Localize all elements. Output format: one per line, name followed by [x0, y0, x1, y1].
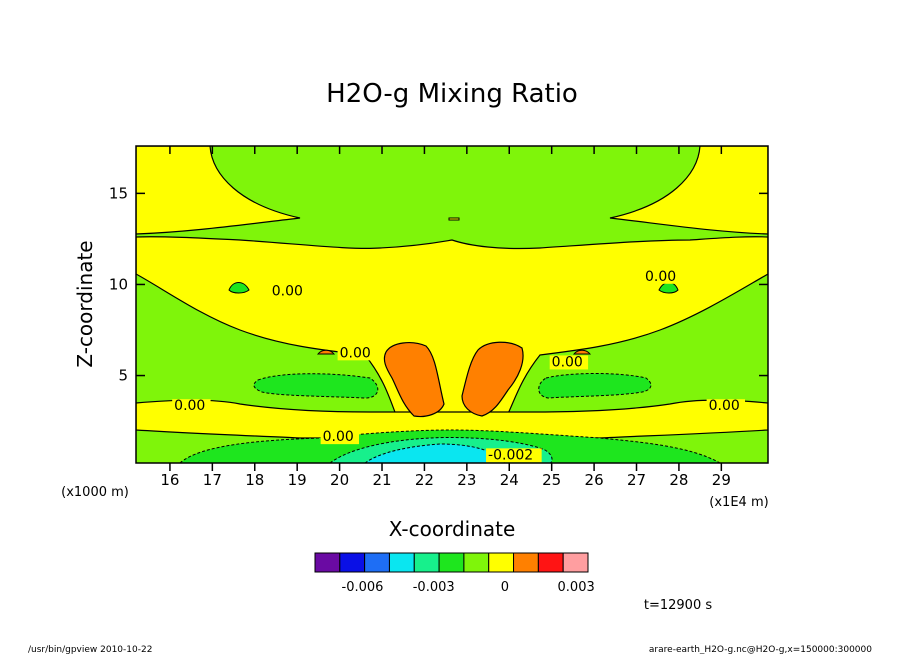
- contour-label: 0.00: [174, 398, 205, 414]
- upper-left-lobe: [136, 146, 301, 235]
- time-label: t=12900 s: [644, 598, 712, 613]
- contour-label: 0.00: [645, 269, 676, 285]
- x-axis-label: X-coordinate: [389, 517, 516, 541]
- small-cell-orange-left: [316, 349, 336, 355]
- contour-label: 0.00: [709, 398, 740, 414]
- x-tick-label: 23: [457, 471, 476, 489]
- x-tick-label: 27: [627, 471, 646, 489]
- contour-label-backing: [337, 346, 376, 361]
- colorbar-swatch: [413, 552, 440, 573]
- chart-title: H2O-g Mixing Ratio: [326, 79, 578, 109]
- colorbar-swatch: [463, 552, 490, 573]
- y-unit-label: (x1000 m): [61, 485, 129, 500]
- x-tick-label: 19: [288, 471, 307, 489]
- x-tick-label: 20: [330, 471, 349, 489]
- contour-label: 0.00: [272, 283, 303, 299]
- contour-label-backing: [642, 269, 682, 284]
- contour-label: 0.00: [552, 354, 583, 370]
- colorbar-swatch: [562, 552, 589, 573]
- x-tick-label: 24: [500, 471, 519, 489]
- colorbar-swatch: [314, 552, 341, 573]
- x-tick-label: 25: [542, 471, 561, 489]
- x-tick-label: 18: [245, 471, 264, 489]
- x-unit-label: (x1E4 m): [709, 495, 768, 510]
- contour-label: 0.00: [340, 345, 371, 361]
- colorbar-swatch: [364, 552, 390, 573]
- colorbar-tick-label: 0.003: [558, 580, 595, 595]
- left-negative-lens: [253, 373, 379, 399]
- x-tick-label: 17: [203, 471, 222, 489]
- colorbar-swatch: [513, 552, 539, 573]
- colorbar: [314, 552, 589, 573]
- x-tick-label: 21: [372, 471, 391, 489]
- contour-label-backing: [706, 399, 746, 414]
- colorbar-ticks: -0.006 -0.003 0 0.003: [342, 580, 595, 595]
- colorbar-tick-label: -0.003: [413, 580, 455, 595]
- small-cell-orange-right: [572, 349, 592, 355]
- colorbar-swatch: [339, 552, 366, 573]
- x-axis-ticks: 16 17 18 19 20 21 22 23 24 25 26 27 28 29: [160, 146, 731, 489]
- small-cell-top: [448, 217, 460, 221]
- footer-left: /usr/bin/gpview 2010-10-22: [28, 645, 152, 654]
- plot-area: 0.00 0.00 0.00 0.00 0.00 0.00 0.00 -0.002: [136, 146, 768, 463]
- small-cell-right: [658, 282, 679, 294]
- left-positive-maximum: [383, 342, 445, 418]
- contour-label: 0.00: [323, 429, 354, 445]
- contour-label: -0.002: [488, 447, 533, 463]
- x-tick-label: 29: [712, 471, 731, 489]
- contour-label-backing: [172, 399, 211, 414]
- right-positive-maximum: [461, 341, 524, 417]
- contour-label-backing: [486, 448, 542, 463]
- colorbar-swatch: [488, 552, 515, 573]
- x-tick-label: 22: [415, 471, 434, 489]
- y-tick-label: 15: [109, 184, 128, 202]
- colorbar-tick-label: 0: [501, 580, 509, 595]
- colorbar-swatch: [438, 552, 465, 573]
- footer-right: arare-earth_H2O-g.nc@H2O-g,x=150000:3000…: [649, 645, 872, 654]
- colorbar-swatch: [537, 552, 564, 573]
- colorbar-tick-label: -0.006: [342, 580, 384, 595]
- y-axis-ticks: 5 10 15: [109, 184, 768, 385]
- contour-label-backing: [320, 430, 360, 445]
- y-tick-label: 10: [109, 275, 128, 293]
- colorbar-swatch: [388, 552, 415, 573]
- x-tick-label: 26: [585, 471, 604, 489]
- upper-right-lobe: [609, 146, 768, 235]
- x-tick-label: 28: [669, 471, 688, 489]
- x-tick-label: 16: [160, 471, 179, 489]
- contour-label-backing: [269, 284, 309, 299]
- y-axis-label: Z-coordinate: [73, 240, 97, 367]
- y-tick-label: 5: [118, 367, 128, 385]
- lower-positive-layer: [136, 399, 768, 439]
- plot-frame: [135, 145, 769, 464]
- contour-label-backing: [549, 355, 589, 370]
- small-cell-left: [228, 282, 250, 294]
- right-negative-lens: [538, 373, 652, 399]
